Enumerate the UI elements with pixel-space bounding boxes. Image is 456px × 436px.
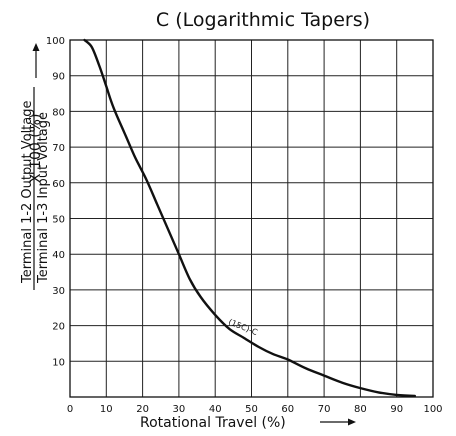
y-axis-arrow-icon xyxy=(32,43,40,78)
y-tick-label: 20 xyxy=(52,322,65,333)
x-axis-arrow-icon xyxy=(320,418,356,426)
x-tick-label: 90 xyxy=(390,404,403,415)
y-tick-label: 60 xyxy=(52,179,65,190)
x-tick-label: 30 xyxy=(173,404,186,415)
x-tick-label: 70 xyxy=(318,404,331,415)
x-tick-label: 80 xyxy=(354,404,367,415)
y-label-denominator: Terminal 1-3 Input Voltage xyxy=(36,112,51,284)
chart-title: C (Logarithmic Tapers) xyxy=(156,9,370,31)
x-tick-label: 10 xyxy=(100,404,113,415)
x-tick-label: 100 xyxy=(423,404,442,415)
y-label-suffix: X 100 (%) xyxy=(28,114,44,183)
y-tick-label: 50 xyxy=(52,215,65,226)
y-tick-label: 70 xyxy=(52,143,65,154)
y-tick-label: 90 xyxy=(52,72,65,83)
series-label: (15C)-C xyxy=(227,317,259,337)
plot-frame xyxy=(69,39,434,398)
x-tick-label: 0 xyxy=(67,404,73,415)
y-tick-label: 80 xyxy=(52,107,65,118)
y-tick-label: 100 xyxy=(46,36,65,47)
y-tick-label: 10 xyxy=(52,357,65,368)
y-tick-label: 40 xyxy=(52,250,65,261)
x-tick-label: 50 xyxy=(245,404,258,415)
x-tick-label: 40 xyxy=(209,404,222,415)
y-tick-label: 30 xyxy=(52,286,65,297)
y-label-numerator: Terminal 1-2 Output Voltage xyxy=(20,101,35,285)
grid xyxy=(70,40,433,397)
y-axis-label: Terminal 1-2 Output Voltage Terminal 1-3… xyxy=(20,43,51,290)
x-tick-labels: 0 10 20 30 40 50 60 70 80 90 100 xyxy=(67,404,443,415)
y-tick-labels: 10 20 30 40 50 60 70 80 90 100 xyxy=(46,36,65,368)
x-tick-label: 20 xyxy=(136,404,149,415)
x-tick-label: 60 xyxy=(281,404,294,415)
x-axis-label: Rotational Travel (%) xyxy=(140,415,286,431)
series-line-15c-c xyxy=(83,38,416,398)
